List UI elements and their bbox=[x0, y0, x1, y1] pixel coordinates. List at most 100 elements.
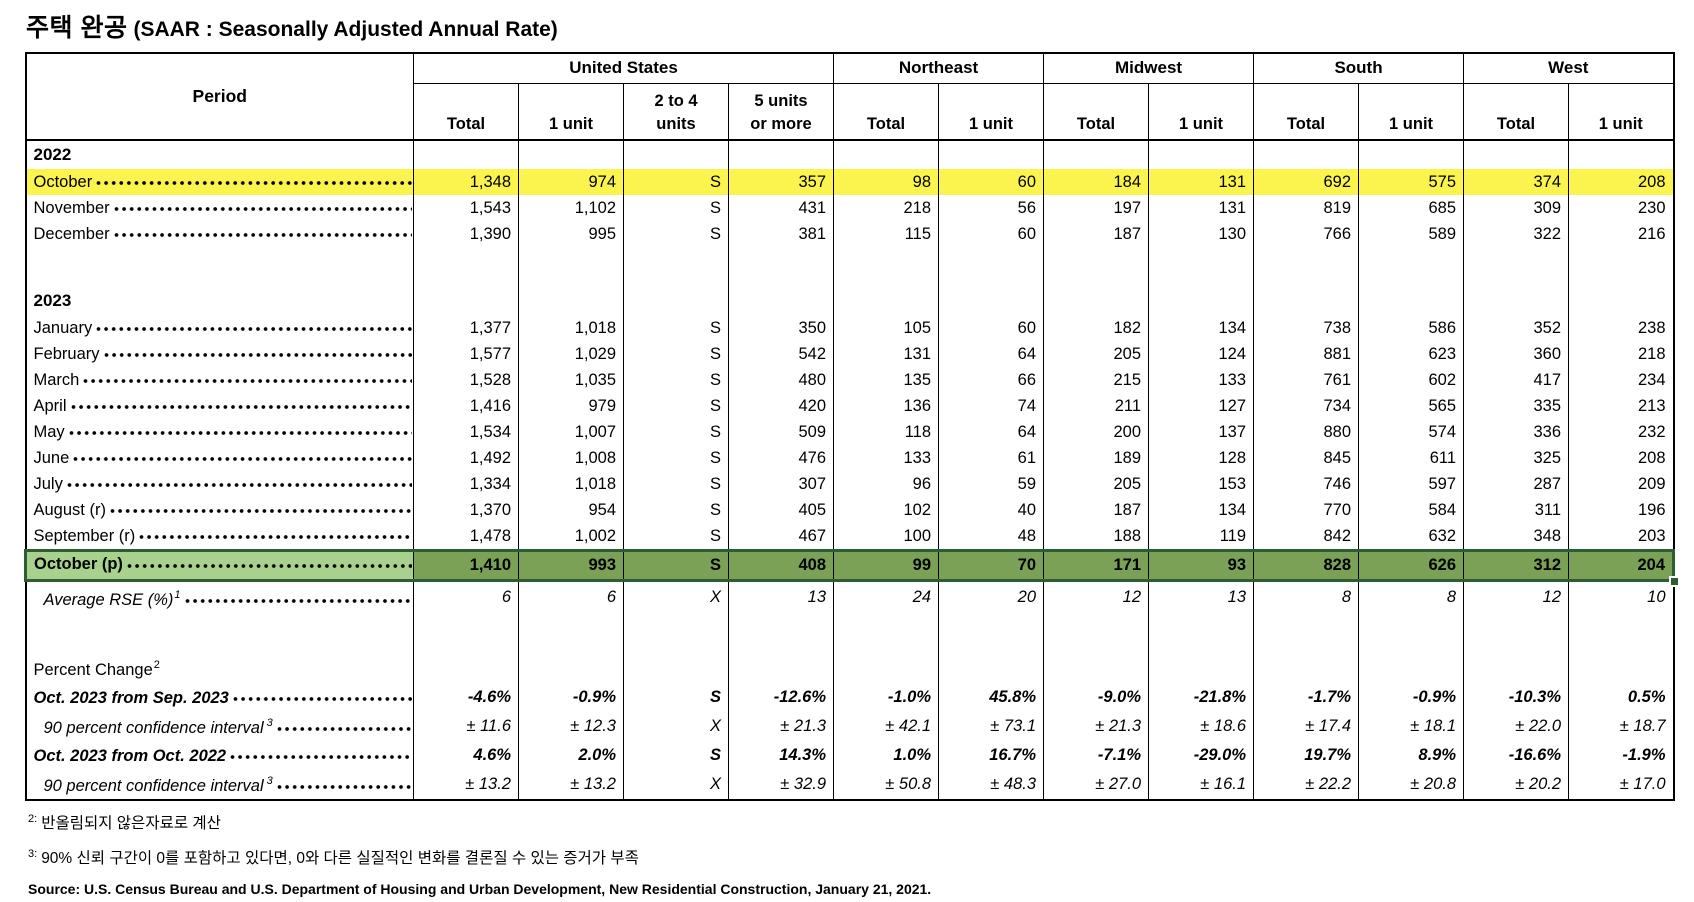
value-cell: 336 bbox=[1463, 419, 1569, 445]
column-header-united-states-total: Total bbox=[413, 83, 519, 141]
value-cell: 1,390 bbox=[413, 221, 519, 247]
dot-leader bbox=[96, 325, 412, 333]
value-cell: 124 bbox=[1148, 341, 1254, 367]
value-cell: -10.3% bbox=[1463, 683, 1569, 711]
value-cell: ± 16.1 bbox=[1148, 769, 1254, 800]
value-cell: 133 bbox=[833, 445, 939, 471]
value-cell: S bbox=[623, 169, 729, 195]
value-cell: 734 bbox=[1253, 393, 1359, 419]
dot-leader bbox=[113, 231, 412, 239]
period-cell: April bbox=[26, 393, 414, 419]
value-cell bbox=[833, 613, 939, 653]
value-cell: 131 bbox=[1148, 169, 1254, 195]
value-cell: ± 13.2 bbox=[518, 769, 624, 800]
column-header-label: 2 to 4 units bbox=[654, 92, 698, 133]
value-cell: 685 bbox=[1358, 195, 1464, 221]
value-cell: 1,410 bbox=[413, 549, 519, 582]
row-label: Percent Change2 bbox=[33, 659, 160, 679]
page-title: 주택 완공 (SAAR : Seasonally Adjusted Annual … bbox=[24, 6, 1674, 52]
value-cell: S bbox=[623, 221, 729, 247]
row-november: November 1,543 1,102 S 431 218 56 197 131 819 685 3… bbox=[26, 195, 1674, 221]
value-cell bbox=[1358, 613, 1464, 653]
dot-leader bbox=[66, 481, 412, 489]
region-header-west: West bbox=[1463, 53, 1674, 84]
footnote-2-text: 반올림되지 않은자료로 계산 bbox=[41, 815, 221, 832]
value-cell: 348 bbox=[1463, 523, 1569, 551]
value-cell: 61 bbox=[938, 445, 1044, 471]
value-cell: 623 bbox=[1358, 341, 1464, 367]
value-cell: 574 bbox=[1358, 419, 1464, 445]
value-cell: 632 bbox=[1358, 523, 1464, 551]
value-cell bbox=[1148, 613, 1254, 653]
value-cell: 60 bbox=[938, 221, 1044, 247]
value-cell: 56 bbox=[938, 195, 1044, 221]
value-cell: 10 bbox=[1568, 580, 1674, 613]
value-cell bbox=[1148, 140, 1254, 169]
dot-leader bbox=[276, 783, 412, 791]
value-cell: S bbox=[623, 445, 729, 471]
value-cell: ± 32.9 bbox=[727, 769, 834, 800]
value-cell: 218 bbox=[833, 195, 939, 221]
value-cell bbox=[727, 653, 834, 683]
footnote-2-marker: 2: bbox=[28, 812, 38, 825]
column-header-label: Total bbox=[866, 114, 906, 133]
value-cell: 45.8% bbox=[938, 683, 1044, 711]
value-cell: 230 bbox=[1568, 195, 1674, 221]
value-cell: ± 73.1 bbox=[938, 711, 1044, 741]
region-header-united-states: United States bbox=[412, 53, 834, 84]
value-cell bbox=[938, 140, 1044, 169]
period-cell: May bbox=[26, 419, 414, 445]
value-cell: S bbox=[623, 471, 729, 497]
period-column-header: Period bbox=[25, 53, 414, 141]
value-cell bbox=[1358, 287, 1464, 315]
value-cell bbox=[1253, 287, 1359, 315]
value-cell: 105 bbox=[833, 315, 939, 341]
selection-handle[interactable] bbox=[1669, 576, 1681, 587]
value-cell: 476 bbox=[727, 445, 834, 471]
value-cell: 127 bbox=[1148, 393, 1254, 419]
value-cell bbox=[518, 287, 624, 315]
value-cell: 40 bbox=[938, 497, 1044, 523]
title-korean: 주택 완공 bbox=[26, 14, 128, 42]
row-september-r: September (r) 1,478 1,002 S 467 100 48 188 119 84… bbox=[26, 523, 1674, 551]
value-cell: 189 bbox=[1043, 445, 1149, 471]
dot-leader bbox=[113, 205, 412, 213]
value-cell: ± 18.7 bbox=[1568, 711, 1674, 741]
row-percent-change: Percent Change2 bbox=[26, 653, 1674, 683]
value-cell: 1,008 bbox=[518, 445, 624, 471]
value-cell: 1,018 bbox=[518, 315, 624, 341]
value-cell: S bbox=[623, 393, 729, 419]
value-cell bbox=[413, 247, 519, 287]
value-cell bbox=[1253, 653, 1359, 683]
period-cell: 90 percent confidence interval 3 bbox=[26, 711, 414, 741]
value-cell: -21.8% bbox=[1148, 683, 1254, 711]
value-cell: 135 bbox=[833, 367, 939, 393]
row-february: February 1,577 1,029 S 542 131 64 205 124 881 623 3… bbox=[26, 341, 1674, 367]
dot-leader bbox=[184, 597, 412, 605]
value-cell: 881 bbox=[1253, 341, 1359, 367]
value-cell: 1,492 bbox=[413, 445, 519, 471]
value-cell: 4.6% bbox=[413, 741, 519, 769]
value-cell: 19.7% bbox=[1253, 741, 1359, 769]
value-cell bbox=[623, 140, 729, 169]
value-cell: 309 bbox=[1463, 195, 1569, 221]
value-cell: 133 bbox=[1148, 367, 1254, 393]
value-cell: 1,370 bbox=[413, 497, 519, 523]
value-cell bbox=[938, 247, 1044, 287]
footnotes: 2: 반올림되지 않은자료로 계산 3: 90% 신뢰 구간이 0를 포함하고 있다… bbox=[24, 801, 1674, 897]
value-cell: 1,102 bbox=[518, 195, 624, 221]
value-cell bbox=[727, 140, 834, 169]
value-cell: ± 20.2 bbox=[1463, 769, 1569, 800]
column-header-south-total: Total bbox=[1253, 83, 1359, 141]
region-header-south: South bbox=[1253, 53, 1464, 84]
value-cell bbox=[727, 247, 834, 287]
value-cell: 134 bbox=[1148, 497, 1254, 523]
value-cell bbox=[1043, 140, 1149, 169]
row-label: Average RSE (%)1 bbox=[43, 589, 181, 609]
row-october-p: October (p) 1,410 993 S 408 99 70 171 93 828 626 31… bbox=[24, 549, 1681, 587]
column-header-label: 1 unit bbox=[549, 114, 593, 133]
row-label: Oct. 2023 from Oct. 2022 bbox=[33, 746, 227, 765]
value-cell: 130 bbox=[1148, 221, 1254, 247]
value-cell: ± 21.3 bbox=[1043, 711, 1149, 741]
column-header-united-states-2-to-4-units: 2 to 4 units bbox=[623, 83, 729, 141]
